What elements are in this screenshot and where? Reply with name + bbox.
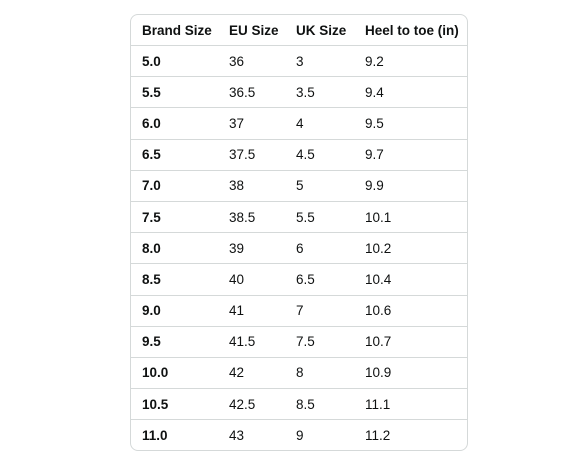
- table-cell: 11.2: [365, 427, 391, 443]
- table-cell: 9.5: [354, 107, 467, 140]
- table-cell: 42.5: [218, 388, 285, 421]
- table-row: 9.0 41 7 10.6: [131, 295, 467, 327]
- table-header: Brand Size EU Size UK Size Heel to toe (in): [131, 15, 467, 46]
- header-cell: Heel to toe (in): [354, 15, 467, 46]
- table-cell: 5.5: [285, 201, 354, 234]
- table-cell: 10.5: [131, 388, 218, 421]
- table-row: 5.5 36.5 3.5 9.4: [131, 76, 467, 109]
- table-cell: 7.0: [131, 170, 218, 202]
- table-cell: 4.5: [285, 139, 354, 171]
- table-row: 7.0 38 5 9.9: [131, 170, 467, 202]
- table-cell: 10.0: [131, 357, 218, 390]
- table-cell: 11.1: [354, 388, 467, 421]
- table-row: 8.0 39 6 10.2: [131, 232, 467, 265]
- table-cell: 9.4: [354, 76, 467, 109]
- table-cell: 5.0: [131, 45, 218, 78]
- table-row: 5.0 36 3 9.2: [131, 45, 467, 78]
- table-cell: 8.0: [131, 232, 218, 265]
- table-cell: 6.5: [285, 263, 354, 296]
- table-cell: 7.5: [285, 326, 354, 358]
- table-cell: 6.0: [131, 107, 218, 140]
- table-cell: 9.9: [354, 170, 467, 202]
- table-cell: 42: [218, 357, 285, 390]
- table-cell: 9.5: [131, 326, 218, 358]
- table-cell: 10.6: [354, 295, 467, 327]
- table-row: 6.0 37 4 9.5: [131, 107, 467, 140]
- table-cell: 10.9: [354, 357, 467, 390]
- header-row: Brand Size EU Size UK Size Heel to toe (in): [131, 15, 467, 46]
- table-cell: 5: [285, 170, 354, 202]
- table-cell: 9.7: [354, 139, 467, 171]
- table-cell: 9.2: [354, 45, 467, 78]
- table-row: 10.0 42 8 10.9: [131, 357, 467, 390]
- header-cell: Brand Size: [131, 15, 218, 46]
- table-cell: 10.1: [354, 201, 467, 234]
- table-cell: 7: [285, 295, 354, 327]
- table-row: 9.5 41.5 7.5 10.7: [131, 326, 467, 358]
- size-chart: Brand Size EU Size UK Size Heel to toe (in)…: [130, 14, 468, 451]
- table-cell: 10.4: [354, 263, 467, 296]
- table-row: 10.5 42.5 8.5 11.1: [131, 388, 467, 421]
- table-cell: 37: [218, 107, 285, 140]
- table-cell: 38: [218, 170, 285, 202]
- table-cell: 10.2: [354, 232, 467, 265]
- table-cell: 41.5: [218, 326, 285, 358]
- header-cell: UK Size: [285, 15, 354, 46]
- table-cell: 4: [285, 107, 354, 140]
- table-cell: 8.5: [131, 263, 218, 296]
- table-cell: 37.5: [218, 139, 285, 171]
- table-cell: 5.5: [131, 76, 218, 109]
- table-cell: 10.7: [354, 326, 467, 358]
- table-cell: 6.5: [131, 139, 218, 171]
- table-cell: 8: [285, 357, 354, 390]
- table-body: 5.0 36 3 9.2 5.5 36.5 3.5 9.4 6.0 37 4 9.5 6.5 37.5 4.…: [131, 45, 467, 451]
- table-cell: 3.5: [285, 76, 354, 109]
- table-cell: 38.5: [218, 201, 285, 234]
- table-cell: 9: [296, 427, 304, 443]
- header-cell: EU Size: [218, 15, 285, 46]
- table-cell: 11.0: [142, 427, 168, 443]
- table-cell: 6: [285, 232, 354, 265]
- table-cell: 36: [218, 45, 285, 78]
- table-cell: 40: [218, 263, 285, 296]
- table-cell: 36.5: [218, 76, 285, 109]
- table-row: 6.5 37.5 4.5 9.7: [131, 139, 467, 171]
- table-cell: 8.5: [285, 388, 354, 421]
- page: Brand Size EU Size UK Size Heel to toe (in)…: [130, 14, 468, 451]
- table-row: 8.5 40 6.5 10.4: [131, 263, 467, 296]
- table-row: 11.0 43 9 11.2: [131, 420, 467, 451]
- table-cell: 9.0: [131, 295, 218, 327]
- table-cell: 43: [229, 427, 245, 443]
- table-cell: 7.5: [131, 201, 218, 234]
- size-table: Brand Size EU Size UK Size Heel to toe (in)…: [131, 15, 467, 450]
- table-cell: 3: [285, 45, 354, 78]
- table-row: 7.5 38.5 5.5 10.1: [131, 201, 467, 234]
- table-cell: 39: [218, 232, 285, 265]
- table-cell: 41: [218, 295, 285, 327]
